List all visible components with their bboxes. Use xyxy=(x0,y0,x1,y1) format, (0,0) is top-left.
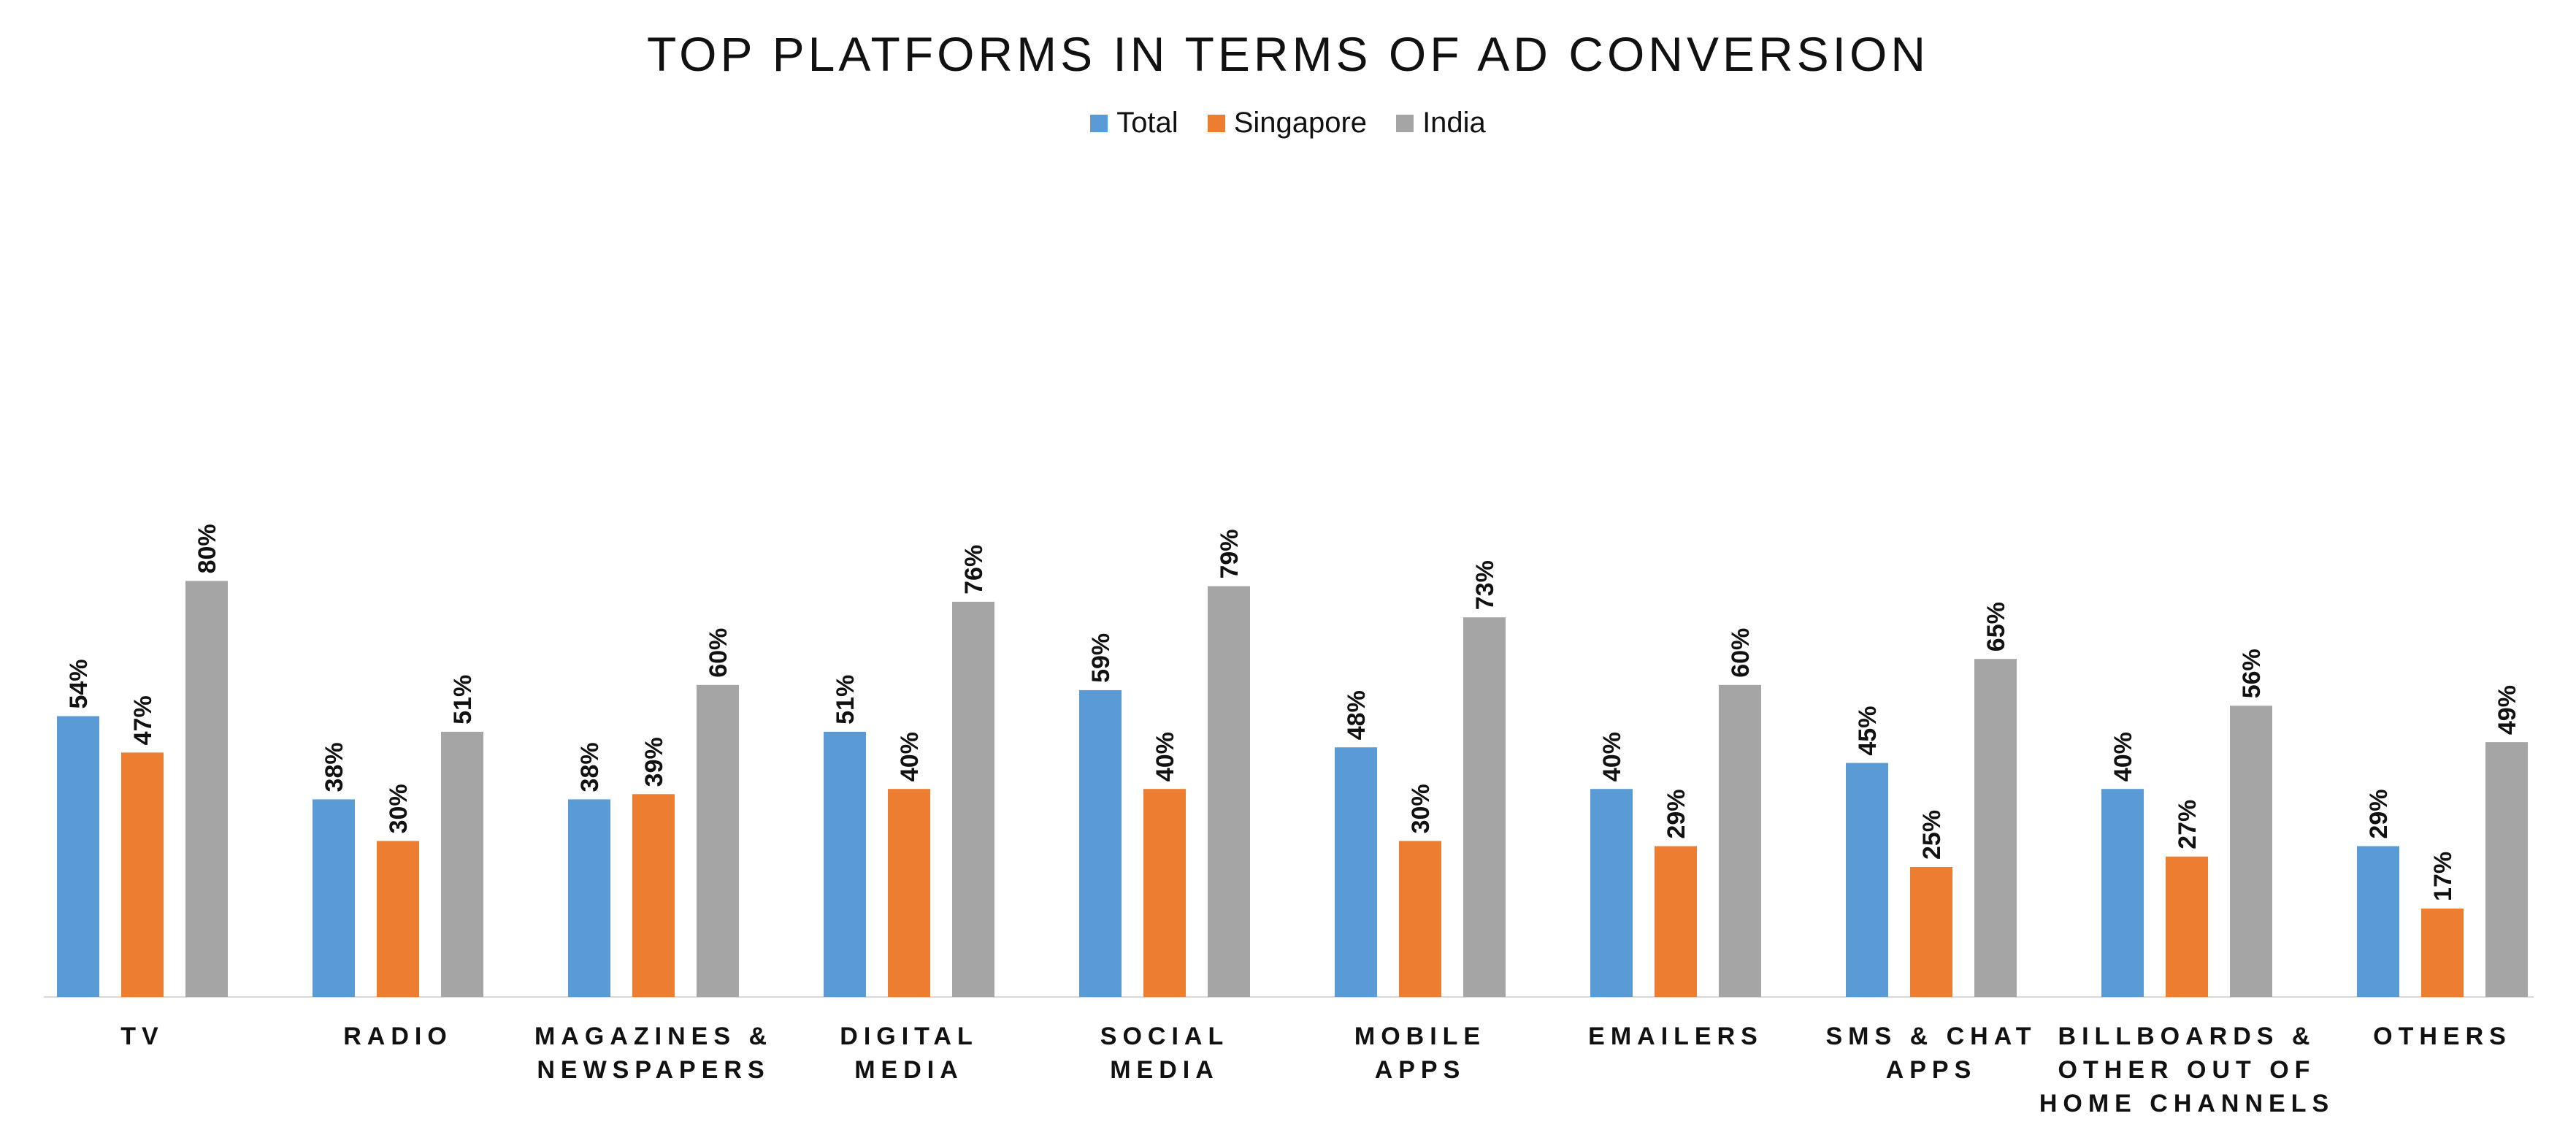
value-label-singapore-social-media: 40% xyxy=(1151,732,1179,781)
bar-total-tv xyxy=(57,716,99,997)
value-label-total-social-media: 59% xyxy=(1087,633,1115,683)
bar-total-others xyxy=(2357,846,2399,997)
bar-india-magazines-newspapers xyxy=(697,684,739,997)
bar-total-magazines-newspapers xyxy=(568,799,610,997)
legend-label-india: India xyxy=(1422,107,1486,139)
category-label-digital-media: DIGITAL xyxy=(840,1023,978,1050)
value-label-india-magazines-newspapers: 60% xyxy=(705,628,732,678)
value-label-singapore-magazines-newspapers: 39% xyxy=(640,737,668,787)
value-label-total-sms-chat-apps: 45% xyxy=(1854,706,1882,756)
value-label-total-others: 29% xyxy=(2365,789,2393,838)
category-label-radio: RADIO xyxy=(343,1023,453,1050)
value-label-total-mobile-apps: 48% xyxy=(1343,690,1371,740)
value-label-singapore-sms-chat-apps: 25% xyxy=(1918,810,1946,860)
value-label-singapore-tv: 47% xyxy=(129,695,157,745)
legend: Total Singapore India xyxy=(0,107,2576,140)
bar-singapore-billboards-other-out-of-home-channels xyxy=(2166,856,2208,997)
bar-india-sms-chat-apps xyxy=(1974,659,2017,997)
value-label-india-sms-chat-apps: 65% xyxy=(1982,602,2010,651)
bar-singapore-others xyxy=(2421,908,2464,997)
value-label-singapore-emailers: 29% xyxy=(1663,789,1690,838)
bar-india-emailers xyxy=(1719,684,1761,997)
bar-india-tv xyxy=(185,581,228,997)
value-label-india-tv: 80% xyxy=(193,524,221,573)
legend-label-singapore: Singapore xyxy=(1233,107,1368,139)
legend-swatch-singapore xyxy=(1207,114,1225,132)
bar-singapore-tv xyxy=(121,752,164,997)
bar-india-billboards-other-out-of-home-channels xyxy=(2230,706,2272,997)
value-label-total-digital-media: 51% xyxy=(832,675,859,725)
value-label-india-social-media: 79% xyxy=(1216,529,1243,578)
value-label-india-radio: 51% xyxy=(449,675,477,725)
value-label-india-billboards-other-out-of-home-channels: 56% xyxy=(2238,649,2266,698)
bar-india-mobile-apps xyxy=(1463,617,1506,997)
value-label-india-others: 49% xyxy=(2493,685,2521,735)
legend-swatch-total xyxy=(1090,114,1108,132)
bar-total-radio xyxy=(313,799,355,997)
bar-india-digital-media xyxy=(952,601,994,997)
value-label-total-emailers: 40% xyxy=(1598,732,1626,781)
value-label-singapore-billboards-other-out-of-home-channels: 27% xyxy=(2174,800,2201,849)
category-label-billboards-other-out-of-home-channels: BILLBOARDS & xyxy=(2058,1023,2316,1050)
value-label-total-magazines-newspapers: 38% xyxy=(576,742,604,792)
category-label-mobile-apps: MOBILE xyxy=(1354,1023,1486,1050)
value-label-india-digital-media: 76% xyxy=(960,545,988,595)
value-label-total-billboards-other-out-of-home-channels: 40% xyxy=(2109,732,2137,781)
legend-item-india: India xyxy=(1396,107,1486,140)
bar-total-social-media xyxy=(1079,689,1122,997)
bar-total-emailers xyxy=(1590,789,1633,997)
bar-total-digital-media xyxy=(824,731,866,997)
category-label-social-media: MEDIA xyxy=(1110,1056,1219,1084)
bar-singapore-mobile-apps xyxy=(1399,841,1441,997)
bar-singapore-emailers xyxy=(1655,846,1697,997)
bar-total-mobile-apps xyxy=(1335,747,1377,997)
bar-singapore-radio xyxy=(377,841,419,997)
value-label-singapore-digital-media: 40% xyxy=(896,732,924,781)
category-label-mobile-apps: APPS xyxy=(1375,1056,1466,1084)
bar-india-others xyxy=(2485,742,2528,997)
bar-india-radio xyxy=(441,731,483,997)
category-label-magazines-newspapers: MAGAZINES & xyxy=(534,1023,773,1050)
value-label-singapore-others: 17% xyxy=(2429,852,2457,901)
bar-singapore-digital-media xyxy=(888,789,930,997)
category-label-billboards-other-out-of-home-channels: OTHER OUT OF xyxy=(2058,1056,2316,1084)
category-label-emailers: EMAILERS xyxy=(1588,1023,1763,1050)
legend-swatch-india xyxy=(1396,114,1414,132)
legend-item-total: Total xyxy=(1090,107,1178,140)
bar-singapore-social-media xyxy=(1143,789,1186,997)
category-label-social-media: SOCIAL xyxy=(1100,1023,1229,1050)
legend-item-singapore: Singapore xyxy=(1207,107,1368,140)
bar-india-social-media xyxy=(1208,586,1250,997)
bar-singapore-magazines-newspapers xyxy=(632,794,675,997)
category-label-magazines-newspapers: NEWSPAPERS xyxy=(537,1056,770,1084)
legend-label-total: Total xyxy=(1116,107,1178,139)
value-label-india-emailers: 60% xyxy=(1727,628,1755,678)
value-label-total-tv: 54% xyxy=(65,659,93,708)
category-label-digital-media: MEDIA xyxy=(854,1056,964,1084)
chart-title: TOP PLATFORMS IN TERMS OF AD CONVERSION xyxy=(646,27,1930,81)
bar-singapore-sms-chat-apps xyxy=(1910,867,1952,997)
category-label-sms-chat-apps: SMS & CHAT xyxy=(1825,1023,2036,1050)
value-label-singapore-mobile-apps: 30% xyxy=(1407,784,1435,833)
bar-total-billboards-other-out-of-home-channels xyxy=(2101,789,2144,997)
category-label-tv: TV xyxy=(120,1023,164,1050)
value-label-india-mobile-apps: 73% xyxy=(1471,560,1499,610)
value-label-singapore-radio: 30% xyxy=(385,784,413,833)
category-label-sms-chat-apps: APPS xyxy=(1886,1056,1977,1084)
bar-total-sms-chat-apps xyxy=(1846,763,1888,997)
category-label-others: OTHERS xyxy=(2373,1023,2512,1050)
category-label-billboards-other-out-of-home-channels: HOME CHANNELS xyxy=(2039,1090,2334,1117)
value-label-total-radio: 38% xyxy=(321,742,348,792)
